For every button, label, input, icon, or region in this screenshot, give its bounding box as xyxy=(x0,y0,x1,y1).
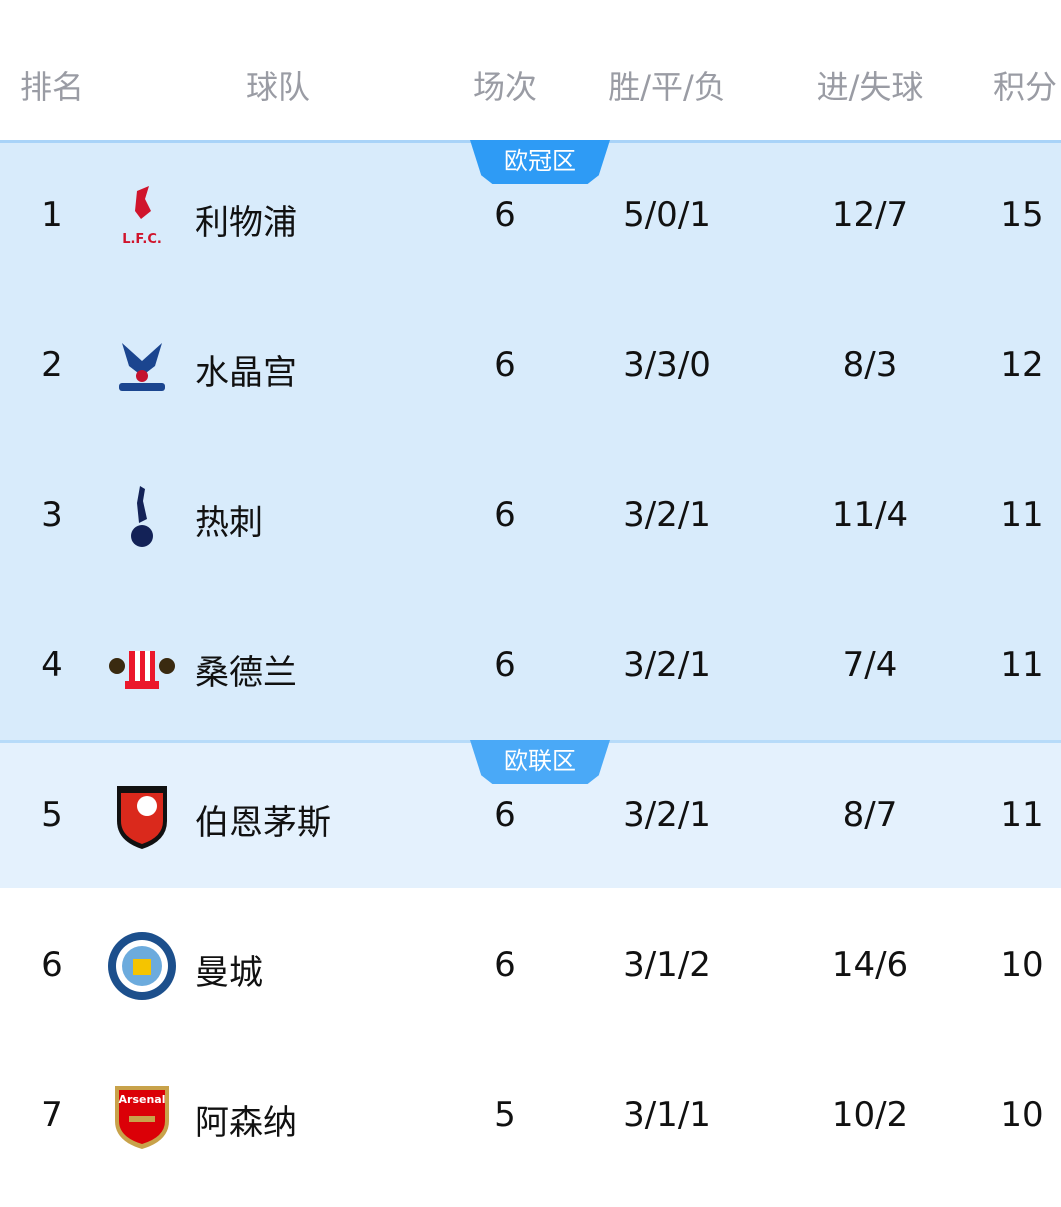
europa-league-zone: 欧联区 xyxy=(0,740,1061,888)
played: 6 xyxy=(494,195,516,235)
points: 15 xyxy=(1000,195,1044,235)
goals: 8/7 xyxy=(842,795,898,835)
team-name[interactable]: 热刺 xyxy=(195,503,263,543)
points: 11 xyxy=(1000,795,1044,835)
table-row[interactable]: 5 伯恩茅斯 6 3/2/1 8/7 11 xyxy=(0,741,1061,891)
man-city-crest-icon xyxy=(108,932,176,1000)
rank: 3 xyxy=(41,495,63,535)
arsenal-crest-icon: Arsenal xyxy=(115,1086,169,1149)
bournemouth-crest-icon xyxy=(117,786,167,849)
wdl: 3/2/1 xyxy=(623,495,711,535)
rank: 5 xyxy=(41,795,63,835)
header-rank: 排名 xyxy=(19,68,85,106)
wdl: 3/1/2 xyxy=(623,945,711,985)
played: 6 xyxy=(494,345,516,385)
wdl: 3/3/0 xyxy=(623,345,711,385)
played: 6 xyxy=(494,945,516,985)
team-name[interactable]: 阿森纳 xyxy=(195,1103,297,1143)
champions-league-zone: 欧冠区 xyxy=(0,140,1061,740)
header-team: 球队 xyxy=(245,68,311,106)
sunderland-crest-icon xyxy=(109,651,175,689)
points: 11 xyxy=(1000,645,1044,685)
goals: 14/6 xyxy=(831,945,909,985)
header-points: 积分 xyxy=(992,68,1058,106)
played: 5 xyxy=(494,1095,516,1135)
header-played: 场次 xyxy=(472,68,538,106)
svg-text:L.F.C.: L.F.C. xyxy=(122,232,162,247)
points: 10 xyxy=(1000,1095,1044,1135)
table-row[interactable]: 4 桑德兰 6 3/2/1 7/4 11 xyxy=(0,591,1061,741)
rank: 2 xyxy=(41,345,63,385)
points: 12 xyxy=(1000,345,1044,385)
zone-badge: 欧联区 xyxy=(470,740,610,784)
table-row[interactable]: 3 热刺 6 3/2/1 11/4 11 xyxy=(0,441,1061,591)
crystal-palace-crest-icon xyxy=(119,343,165,391)
svg-text:Arsenal: Arsenal xyxy=(119,1093,166,1106)
rank: 6 xyxy=(41,945,63,985)
liverpool-crest-icon: L.F.C. xyxy=(122,186,162,247)
team-name[interactable]: 利物浦 xyxy=(195,203,297,243)
table-row[interactable]: 6 曼城 6 3/1/2 14/6 10 xyxy=(0,891,1061,1041)
tottenham-crest-icon xyxy=(131,486,153,547)
goals: 7/4 xyxy=(842,645,898,685)
header-wdl: 胜/平/负 xyxy=(608,68,726,106)
wdl: 3/2/1 xyxy=(623,645,711,685)
points: 10 xyxy=(1000,945,1044,985)
rank: 1 xyxy=(41,195,63,235)
played: 6 xyxy=(494,495,516,535)
team-name[interactable]: 水晶宫 xyxy=(195,353,297,393)
goals: 11/4 xyxy=(831,495,909,535)
played: 6 xyxy=(494,795,516,835)
points: 11 xyxy=(1000,495,1044,535)
wdl: 3/2/1 xyxy=(623,795,711,835)
team-name[interactable]: 桑德兰 xyxy=(195,653,297,693)
team-name[interactable]: 曼城 xyxy=(195,953,263,993)
table-row[interactable]: 7 Arsenal 阿森纳 5 3/1/1 10/2 10 xyxy=(0,1041,1061,1191)
goals: 12/7 xyxy=(831,195,909,235)
zone-badge: 欧冠区 xyxy=(470,140,610,184)
table-header: 排名 球队 场次 胜/平/负 进/失球 积分 xyxy=(0,40,1061,128)
goals: 8/3 xyxy=(842,345,898,385)
wdl: 3/1/1 xyxy=(623,1095,711,1135)
rank: 7 xyxy=(41,1095,63,1135)
goals: 10/2 xyxy=(831,1095,909,1135)
wdl: 5/0/1 xyxy=(623,195,711,235)
table-row[interactable]: 2 水晶宫 6 3/3/0 8/3 12 xyxy=(0,291,1061,441)
team-name[interactable]: 伯恩茅斯 xyxy=(195,803,331,843)
rank: 4 xyxy=(41,645,63,685)
played: 6 xyxy=(494,645,516,685)
table-row[interactable]: 1 L.F.C. 利物浦 6 5/0/1 12/7 15 xyxy=(0,141,1061,291)
header-goals: 进/失球 xyxy=(816,68,924,106)
